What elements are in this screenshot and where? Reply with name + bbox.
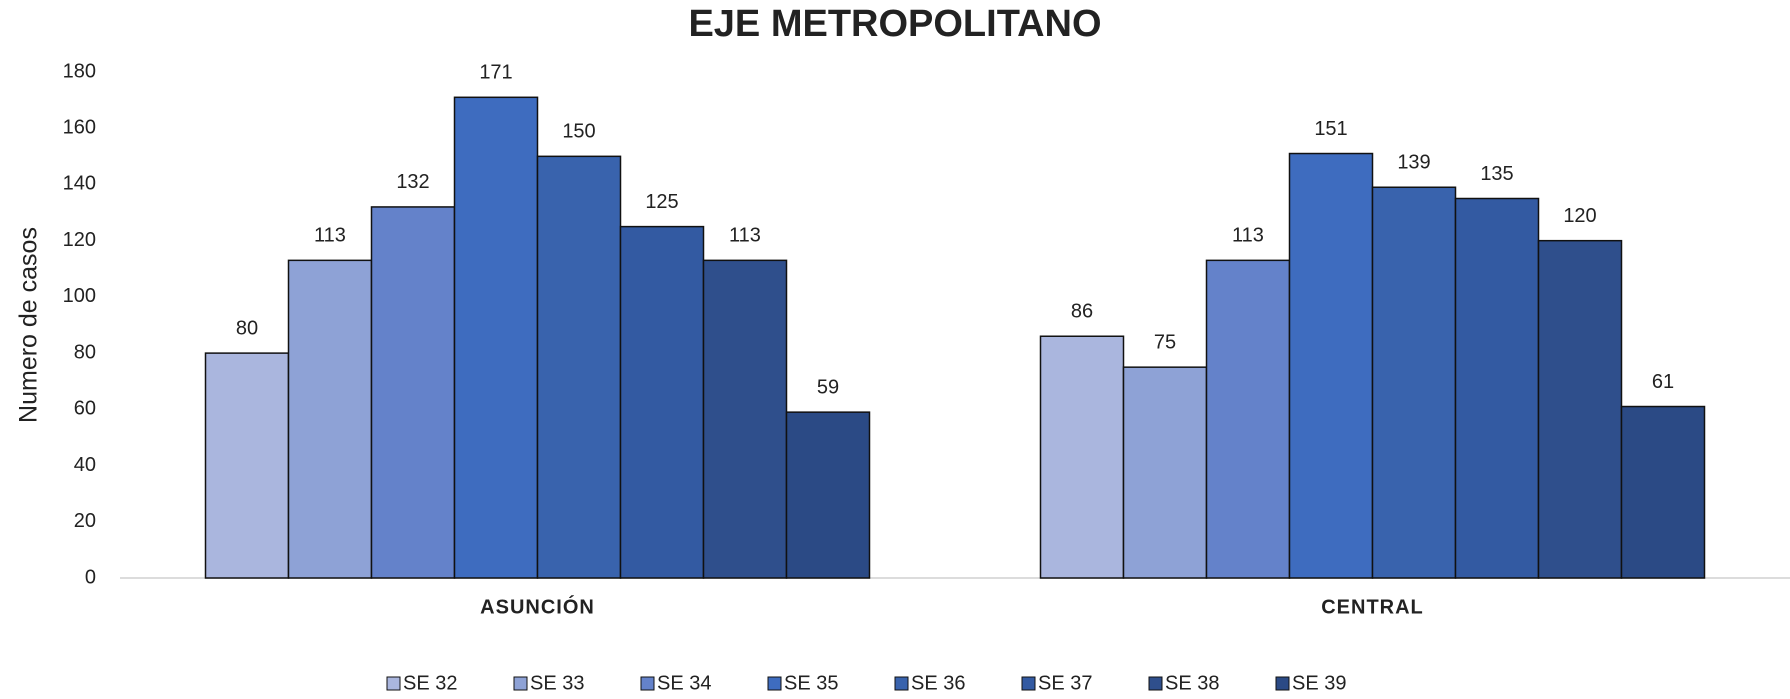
y-tick-label: 100 — [63, 285, 96, 307]
data-label: 113 — [314, 225, 346, 247]
legend-label: SE 39 — [1292, 672, 1346, 694]
legend-label: SE 34 — [657, 672, 711, 694]
legend-label: SE 37 — [1038, 672, 1092, 694]
x-tick-label: CENTRAL — [1321, 596, 1424, 618]
data-label: 135 — [1480, 163, 1513, 185]
bar — [702, 259, 788, 579]
bar — [536, 155, 622, 579]
bar — [204, 352, 290, 579]
data-label: 59 — [817, 376, 839, 398]
data-label: 75 — [1154, 331, 1176, 353]
legend-swatch — [767, 676, 782, 691]
bar — [1620, 405, 1706, 579]
y-tick-label: 20 — [74, 510, 96, 532]
data-label: 132 — [396, 171, 429, 193]
y-tick-label: 80 — [74, 341, 96, 363]
bar — [1205, 259, 1291, 579]
data-label: 151 — [1314, 118, 1347, 140]
data-label: 113 — [729, 225, 761, 247]
y-tick-label: 0 — [85, 566, 96, 588]
legend-label: SE 32 — [403, 672, 457, 694]
y-tick-label: 40 — [74, 454, 96, 476]
data-label: 171 — [479, 62, 512, 84]
bar — [1537, 239, 1623, 579]
bar — [370, 206, 456, 579]
data-label: 61 — [1652, 371, 1674, 393]
y-tick-label: 180 — [63, 60, 96, 82]
bar — [1371, 186, 1457, 579]
y-tick-label: 160 — [63, 117, 96, 139]
legend-label: SE 33 — [530, 672, 584, 694]
y-axis-label: Numero de casos — [15, 227, 43, 423]
data-label: 125 — [645, 191, 678, 213]
data-label: 80 — [236, 317, 258, 339]
legend-label: SE 36 — [911, 672, 965, 694]
legend-label: SE 38 — [1165, 672, 1219, 694]
y-tick-label: 140 — [63, 173, 96, 195]
legend-swatch — [1275, 676, 1290, 691]
data-label: 150 — [562, 121, 595, 143]
data-label: 120 — [1563, 205, 1596, 227]
bar — [619, 225, 705, 579]
bar — [785, 411, 871, 579]
legend-swatch — [386, 676, 401, 691]
data-label: 139 — [1397, 152, 1430, 174]
legend-label: SE 35 — [784, 672, 838, 694]
data-label: 86 — [1071, 301, 1093, 323]
legend-swatch — [513, 676, 528, 691]
bar — [1454, 197, 1540, 579]
data-label: 113 — [1232, 225, 1264, 247]
legend-swatch — [894, 676, 909, 691]
bar — [1122, 366, 1208, 579]
bar — [1039, 335, 1125, 579]
legend-swatch — [640, 676, 655, 691]
chart-title: EJE METROPOLITANO — [688, 3, 1101, 45]
legend-swatch — [1021, 676, 1036, 691]
bar — [1288, 152, 1374, 579]
y-tick-label: 120 — [63, 229, 96, 251]
bar — [287, 259, 373, 579]
legend-swatch — [1148, 676, 1163, 691]
bar — [453, 96, 539, 579]
x-tick-label: ASUNCIÓN — [480, 594, 595, 618]
y-tick-label: 60 — [74, 398, 96, 420]
